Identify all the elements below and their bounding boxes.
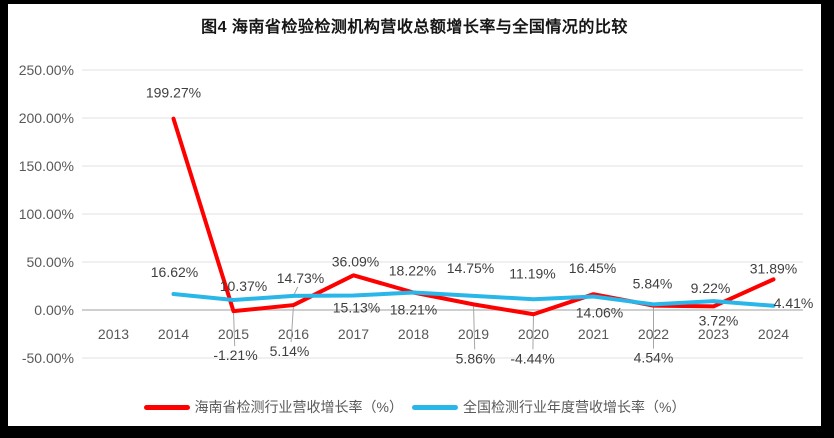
legend-item-national: 全国检测行业年度营收增长率（%）	[412, 397, 685, 417]
svg-text:199.27%: 199.27%	[146, 85, 201, 101]
svg-text:4.41%: 4.41%	[774, 295, 814, 311]
svg-text:9.22%: 9.22%	[691, 280, 731, 296]
svg-text:2019: 2019	[458, 326, 489, 342]
svg-text:18.22%: 18.22%	[389, 263, 436, 279]
svg-text:2023: 2023	[698, 326, 729, 342]
svg-text:2016: 2016	[278, 326, 309, 342]
svg-text:10.37%: 10.37%	[220, 278, 267, 294]
svg-text:2017: 2017	[338, 326, 369, 342]
svg-text:0.00%: 0.00%	[34, 302, 74, 318]
svg-text:15.13%: 15.13%	[333, 299, 380, 315]
svg-text:-50.00%: -50.00%	[22, 350, 74, 366]
svg-text:-1.21%: -1.21%	[213, 347, 257, 363]
svg-text:3.72%: 3.72%	[699, 312, 739, 328]
series-line-1	[171, 290, 776, 308]
legend: 海南省检测行业营收增长率（%） 全国检测行业年度营收增长率（%）	[8, 397, 821, 417]
svg-text:36.09%: 36.09%	[332, 253, 379, 269]
legend-line-sample-red	[143, 404, 190, 410]
x-axis-labels: 2013 2014 2015 2016 2017 2018 2019 2020 2021 2022…	[98, 326, 789, 342]
svg-text:2021: 2021	[578, 326, 609, 342]
svg-text:14.73%: 14.73%	[277, 270, 324, 286]
chart-figure	[8, 4, 821, 426]
svg-text:4.54%: 4.54%	[634, 350, 674, 366]
svg-text:18.21%: 18.21%	[390, 302, 437, 318]
chart-title: 图4 海南省检验检测机构营收总额增长率与全国情况的比较	[201, 19, 628, 36]
svg-text:2014: 2014	[158, 326, 189, 342]
svg-text:250.00%: 250.00%	[19, 62, 74, 78]
svg-text:-4.44%: -4.44%	[510, 350, 554, 366]
data-labels: 199.27% -1.21% 5.14% 36.09% 18.22% 5.86% -4.44…	[146, 85, 813, 367]
legend-item-hainan: 海南省检测行业营收增长率（%）	[143, 397, 403, 417]
svg-text:2024: 2024	[758, 326, 789, 342]
y-gridlines	[82, 69, 803, 359]
svg-text:100.00%: 100.00%	[19, 206, 74, 222]
svg-text:11.19%: 11.19%	[509, 265, 555, 281]
svg-text:2018: 2018	[398, 326, 429, 342]
legend-label-hainan: 海南省检测行业营收增长率（%）	[194, 399, 403, 415]
series-line-0	[171, 116, 776, 317]
y-axis-labels: 250.00% 200.00% 150.00% 100.00% 50.00% 0.00% -…	[19, 62, 74, 366]
svg-text:150.00%: 150.00%	[19, 158, 74, 174]
svg-text:16.62%: 16.62%	[151, 264, 198, 280]
svg-text:14.06%: 14.06%	[576, 305, 623, 321]
svg-text:5.14%: 5.14%	[270, 343, 310, 359]
svg-text:200.00%: 200.00%	[19, 110, 74, 126]
svg-text:2013: 2013	[98, 326, 129, 342]
legend-line-sample-blue	[412, 404, 458, 410]
leader-lines	[233, 286, 654, 350]
svg-text:50.00%: 50.00%	[27, 254, 74, 270]
svg-text:16.45%: 16.45%	[569, 260, 616, 276]
svg-text:31.89%: 31.89%	[750, 260, 797, 276]
svg-text:14.75%: 14.75%	[447, 260, 494, 276]
svg-text:2015: 2015	[218, 326, 249, 342]
legend-label-national: 全国检测行业年度营收增长率（%）	[463, 399, 686, 415]
svg-text:5.84%: 5.84%	[633, 275, 673, 291]
svg-text:5.86%: 5.86%	[456, 350, 496, 366]
